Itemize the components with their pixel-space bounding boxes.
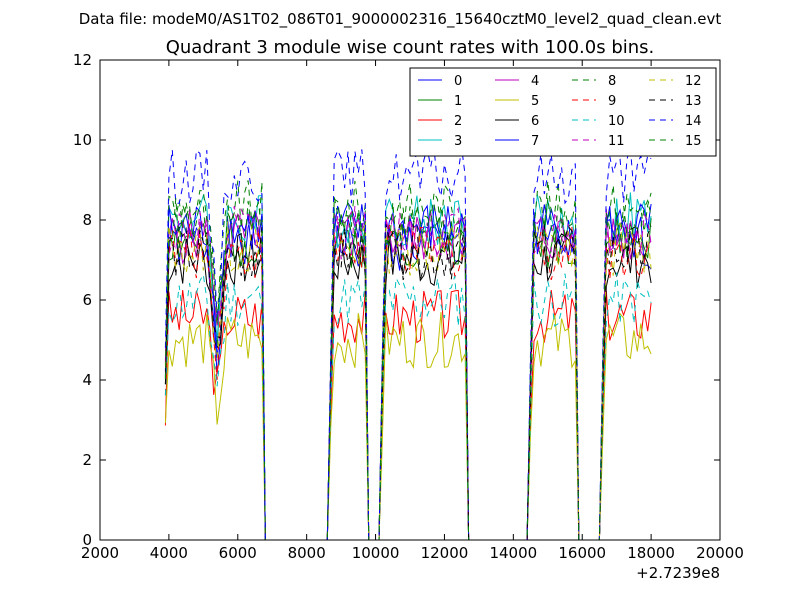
y-tick-label: 10	[73, 131, 92, 149]
series-line-10	[164, 272, 652, 541]
series-line-1	[164, 212, 652, 541]
x-tick-label: 18000	[627, 544, 675, 562]
series-line-8	[164, 180, 652, 541]
legend-label-9: 9	[608, 94, 616, 109]
legend-label-12: 12	[685, 74, 702, 89]
legend-label-14: 14	[685, 114, 702, 129]
legend-label-6: 6	[531, 114, 539, 129]
plot-frame	[99, 59, 721, 541]
series-line-14	[164, 148, 652, 541]
y-tick-label: 2	[82, 451, 92, 469]
x-tick-label: 8000	[288, 544, 326, 562]
legend-label-11: 11	[608, 134, 625, 149]
axis-ticks: 2000 4000 6000 8000 10000 12000 14000 16000 1800…	[73, 51, 744, 562]
legend-label-5: 5	[531, 94, 539, 109]
legend-label-2: 2	[454, 114, 462, 129]
x-tick-label: 10000	[352, 544, 400, 562]
series-lines	[164, 148, 652, 541]
series-line-5	[164, 312, 652, 541]
x-tick-label: 16000	[558, 544, 606, 562]
y-tick-label: 4	[82, 371, 92, 389]
series-line-13	[164, 223, 652, 541]
legend-frame	[409, 67, 717, 157]
legend-label-13: 13	[685, 94, 702, 109]
x-tick-label: 12000	[421, 544, 469, 562]
legend-label-0: 0	[454, 74, 462, 89]
x-offset-label: +2.7239e8	[636, 564, 720, 582]
x-tick-label: 20000	[696, 544, 744, 562]
y-tick-label: 12	[73, 51, 92, 69]
legend-label-1: 1	[454, 94, 462, 109]
legend-label-8: 8	[608, 74, 616, 89]
legend-label-7: 7	[531, 134, 539, 149]
x-tick-label: 14000	[489, 544, 537, 562]
series-line-12	[164, 221, 652, 541]
series-line-2	[164, 289, 652, 541]
y-tick-label: 8	[82, 211, 92, 229]
y-tick-label: 6	[82, 291, 92, 309]
series-line-15	[164, 196, 652, 541]
x-tick-label: 6000	[219, 544, 257, 562]
y-tick-label: 0	[82, 531, 92, 549]
legend-label-15: 15	[685, 134, 702, 149]
series-line-9	[164, 223, 652, 541]
x-tick-label: 2000	[81, 544, 119, 562]
x-tick-label: 4000	[150, 544, 188, 562]
chart-title: Quadrant 3 module wise count rates with …	[166, 37, 655, 58]
figure-suptitle: Data file: modeM0/AS1T02_086T01_90000023…	[79, 10, 722, 29]
legend-label-3: 3	[454, 134, 462, 149]
series-line-11	[164, 205, 652, 541]
legend-label-10: 10	[608, 114, 625, 129]
legend-label-4: 4	[531, 74, 539, 89]
